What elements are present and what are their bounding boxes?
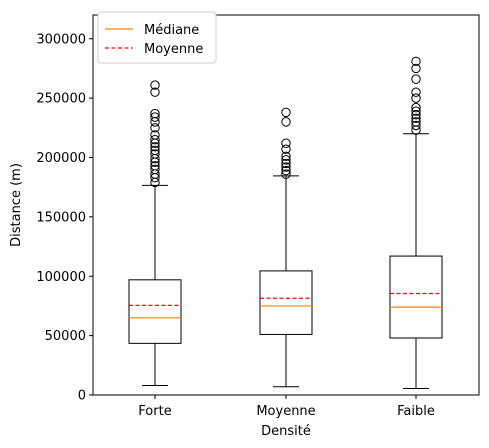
- outlier-point: [150, 164, 160, 175]
- outlier-point: [150, 134, 160, 145]
- x-tick-label: Moyenne: [256, 404, 315, 419]
- x-tick-label: Forte: [138, 404, 171, 419]
- legend-median-label: Médiane: [144, 23, 199, 38]
- outlier-point: [411, 113, 421, 124]
- outlier-point: [150, 87, 160, 97]
- outlier-point: [150, 117, 160, 127]
- outlier-point: [150, 145, 160, 156]
- x-axis: Forte Moyenne Faible: [138, 395, 435, 419]
- outlier-point: [281, 155, 291, 165]
- iqr-box: [259, 270, 313, 335]
- y-tick-label: 150000: [36, 210, 86, 225]
- box-group: [128, 80, 182, 386]
- outlier-point: [411, 56, 421, 67]
- outlier-point: [150, 142, 160, 152]
- outlier-point: [411, 93, 421, 103]
- outlier-point: [281, 169, 291, 179]
- outlier-point: [281, 144, 291, 154]
- iqr-box: [389, 255, 443, 339]
- x-axis-label: Densité: [261, 424, 311, 439]
- outlier-point: [411, 87, 421, 97]
- outlier-point: [411, 110, 421, 120]
- outlier-point: [411, 102, 421, 113]
- outlier-point: [411, 117, 421, 127]
- outlier-point: [150, 130, 160, 140]
- outlier-point: [150, 80, 160, 90]
- y-tick-label: 0: [78, 389, 86, 404]
- y-tick-label: 200000: [36, 151, 86, 166]
- y-tick-label: 100000: [36, 270, 86, 285]
- x-tick-label: Faible: [397, 404, 435, 419]
- outlier-point: [281, 138, 291, 148]
- chart-marks: [128, 56, 443, 389]
- outlier-point: [150, 161, 160, 171]
- outlier-point: [281, 107, 291, 118]
- outlier-point: [411, 106, 421, 116]
- outlier-point: [411, 120, 421, 131]
- outlier-point: [281, 151, 291, 162]
- outlier-point: [411, 74, 421, 84]
- y-tick-label: 300000: [36, 32, 86, 47]
- outlier-point: [411, 63, 421, 74]
- iqr-box: [128, 279, 182, 344]
- legend-mean-label: Moyenne: [144, 42, 203, 57]
- y-axis: 0 50000 100000 150000 200000 250000 300000: [36, 32, 93, 404]
- outlier-point: [281, 158, 291, 169]
- y-tick-label: 50000: [45, 329, 86, 344]
- outlier-point: [150, 123, 160, 133]
- box-group: [389, 56, 443, 389]
- outlier-point: [281, 165, 291, 176]
- outlier-point: [281, 117, 291, 127]
- legend-frame: [97, 11, 217, 64]
- box-group: [259, 107, 313, 388]
- outlier-point: [411, 125, 421, 135]
- outlier-point: [281, 162, 291, 172]
- outlier-point: [150, 108, 160, 119]
- y-tick-label: 250000: [36, 92, 86, 107]
- y-axis-label: Distance (m): [9, 163, 24, 247]
- legend: Médiane Moyenne: [97, 11, 217, 64]
- outlier-point: [150, 112, 160, 122]
- outlier-point: [150, 149, 160, 159]
